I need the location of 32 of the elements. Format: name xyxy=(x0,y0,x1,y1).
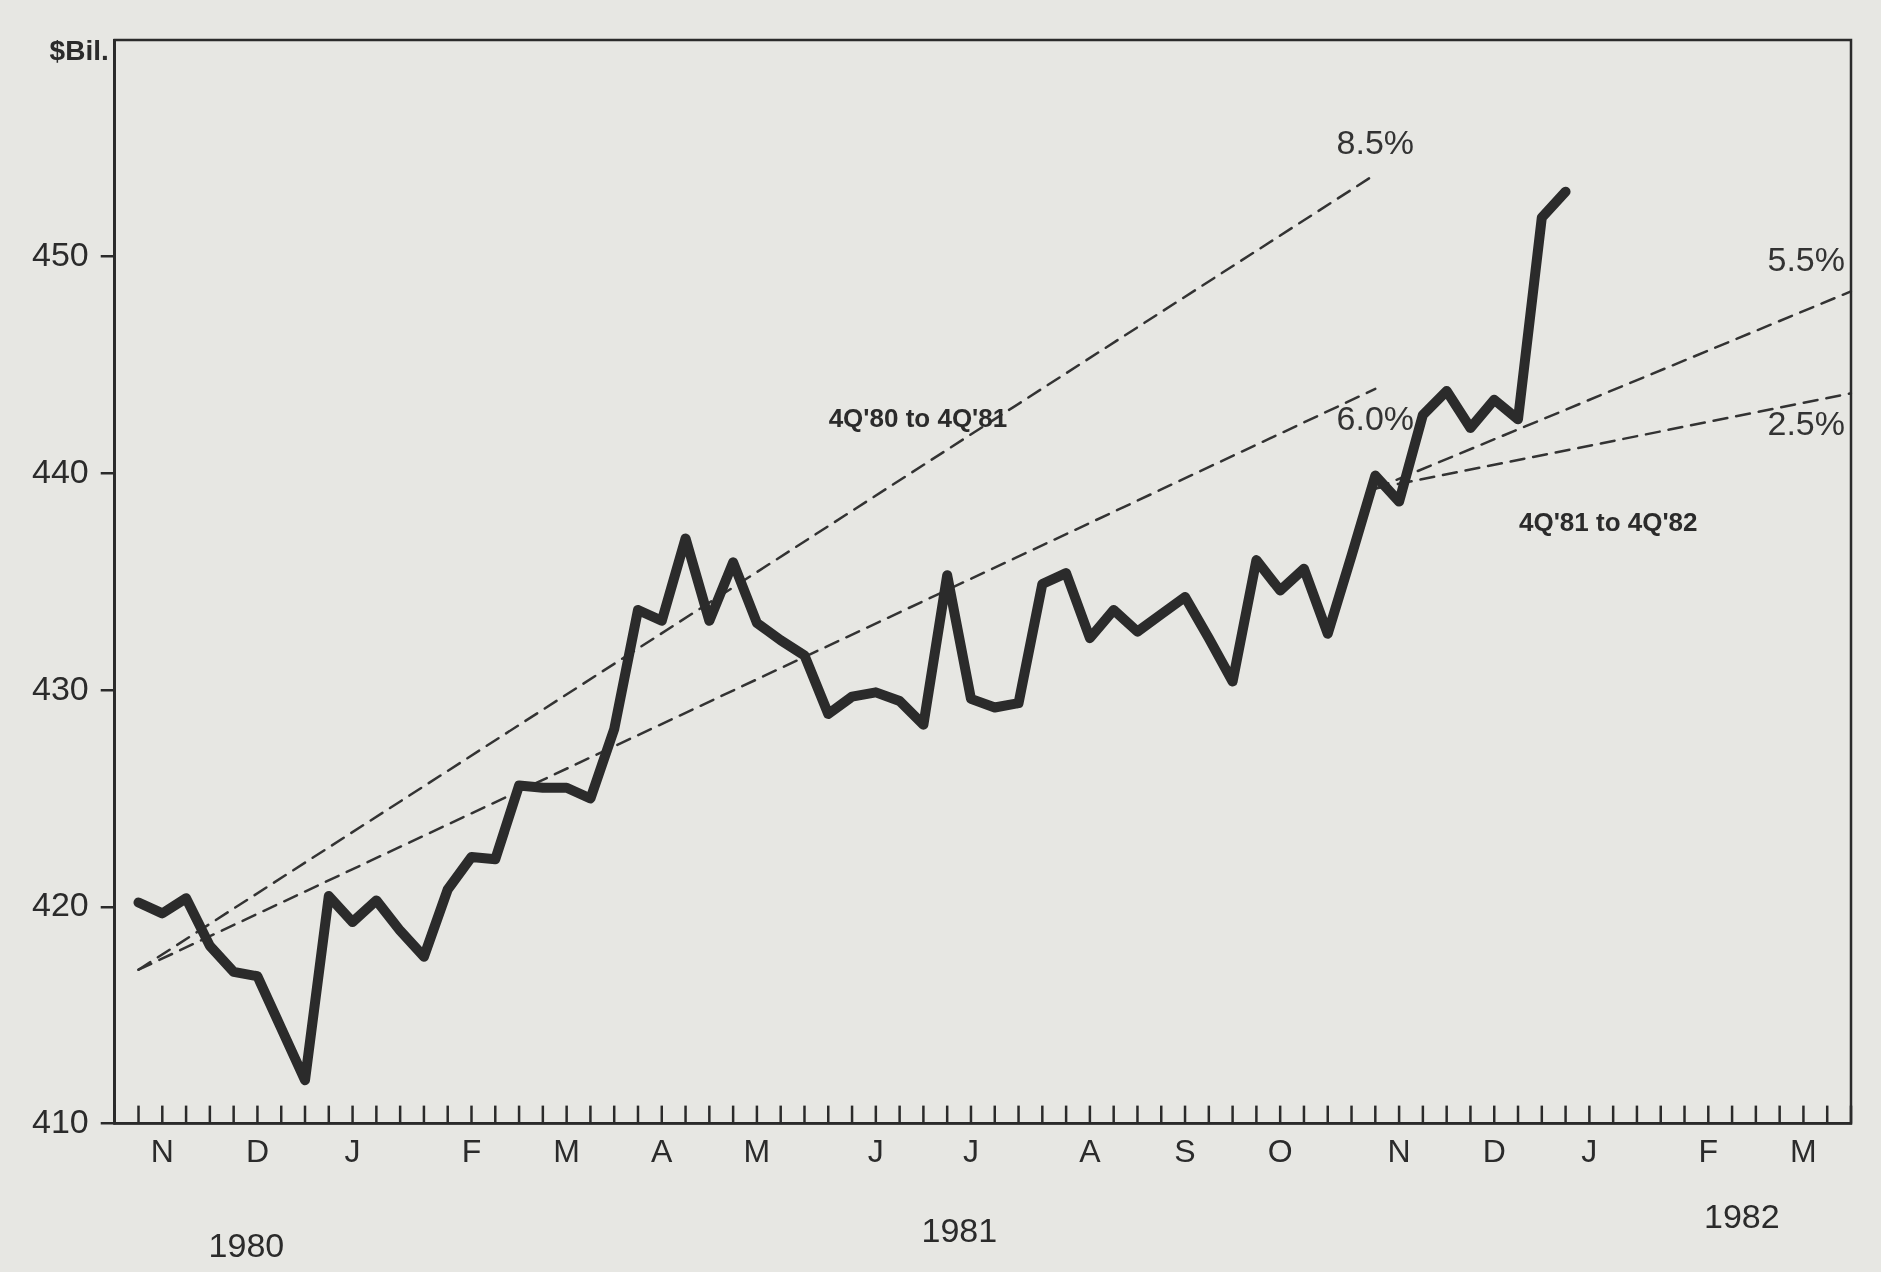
x-tick-label: M xyxy=(553,1132,580,1169)
x-tick-label: A xyxy=(651,1132,674,1169)
series-label: 8.5% xyxy=(1336,122,1415,161)
x-tick-label: J xyxy=(344,1132,361,1169)
x-tick-label: J xyxy=(867,1132,884,1169)
x-tick-label: F xyxy=(1698,1132,1719,1169)
x-tick-label: F xyxy=(461,1132,482,1169)
x-tick-label: D xyxy=(1482,1132,1506,1169)
x-tick-label: A xyxy=(1079,1132,1102,1169)
x-tick-label: N xyxy=(150,1132,174,1169)
text: 1981 xyxy=(921,1210,998,1249)
y-tick-label: 450 xyxy=(31,235,89,274)
text: 1980 xyxy=(208,1226,285,1265)
y-tick-label: 440 xyxy=(31,451,89,490)
x-tick-label: M xyxy=(1790,1132,1817,1169)
x-tick-label: D xyxy=(245,1132,269,1169)
x-tick-label: O xyxy=(1267,1132,1293,1169)
annotation: 4Q'80 to 4Q'81 xyxy=(828,402,1008,433)
series-label: 5.5% xyxy=(1767,239,1845,278)
y-tick-label: 410 xyxy=(31,1101,89,1140)
series-label: 6.0% xyxy=(1336,399,1415,438)
x-tick-label: N xyxy=(1387,1132,1411,1169)
y-axis-title: $Bil. xyxy=(49,34,109,66)
y-tick-label: 420 xyxy=(31,885,89,924)
series-label: 2.5% xyxy=(1767,403,1845,442)
x-tick-label: S xyxy=(1174,1132,1196,1169)
text: 1982 xyxy=(1703,1196,1780,1235)
x-tick-label: J xyxy=(1581,1132,1598,1169)
x-tick-label: J xyxy=(962,1132,979,1169)
x-tick-label: M xyxy=(743,1132,771,1169)
y-tick-label: 430 xyxy=(31,668,89,707)
annotation: 4Q'81 to 4Q'82 xyxy=(1518,507,1698,538)
